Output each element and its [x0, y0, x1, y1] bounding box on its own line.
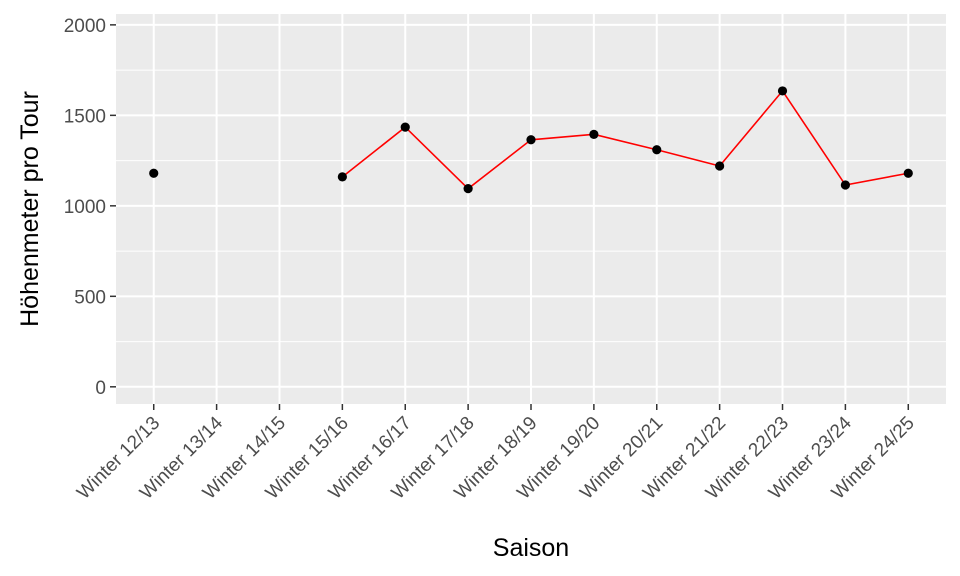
data-point	[777, 86, 788, 96]
data-point	[903, 168, 913, 178]
y-tick-label: 1000	[64, 197, 106, 218]
series-line	[341, 89, 909, 190]
data-point	[400, 122, 410, 132]
y-tick-label: 1500	[64, 106, 106, 127]
series	[149, 86, 913, 194]
data-point	[337, 172, 347, 182]
grid-major	[116, 14, 946, 404]
y-axis-ticks: 0 500 1000 1500 2000	[64, 16, 116, 399]
data-point	[526, 135, 536, 145]
x-axis-title: Saison	[493, 534, 569, 562]
y-tick-label: 0	[95, 378, 106, 399]
y-tick-label: 500	[74, 287, 106, 308]
data-point	[840, 180, 850, 190]
y-tick-label: 2000	[64, 16, 106, 37]
y-axis-title: Höhenmeter pro Tour	[16, 91, 44, 327]
data-point	[463, 184, 473, 194]
data-point	[589, 129, 599, 139]
data-point	[715, 161, 725, 171]
data-point	[149, 168, 159, 178]
data-point	[652, 145, 662, 155]
